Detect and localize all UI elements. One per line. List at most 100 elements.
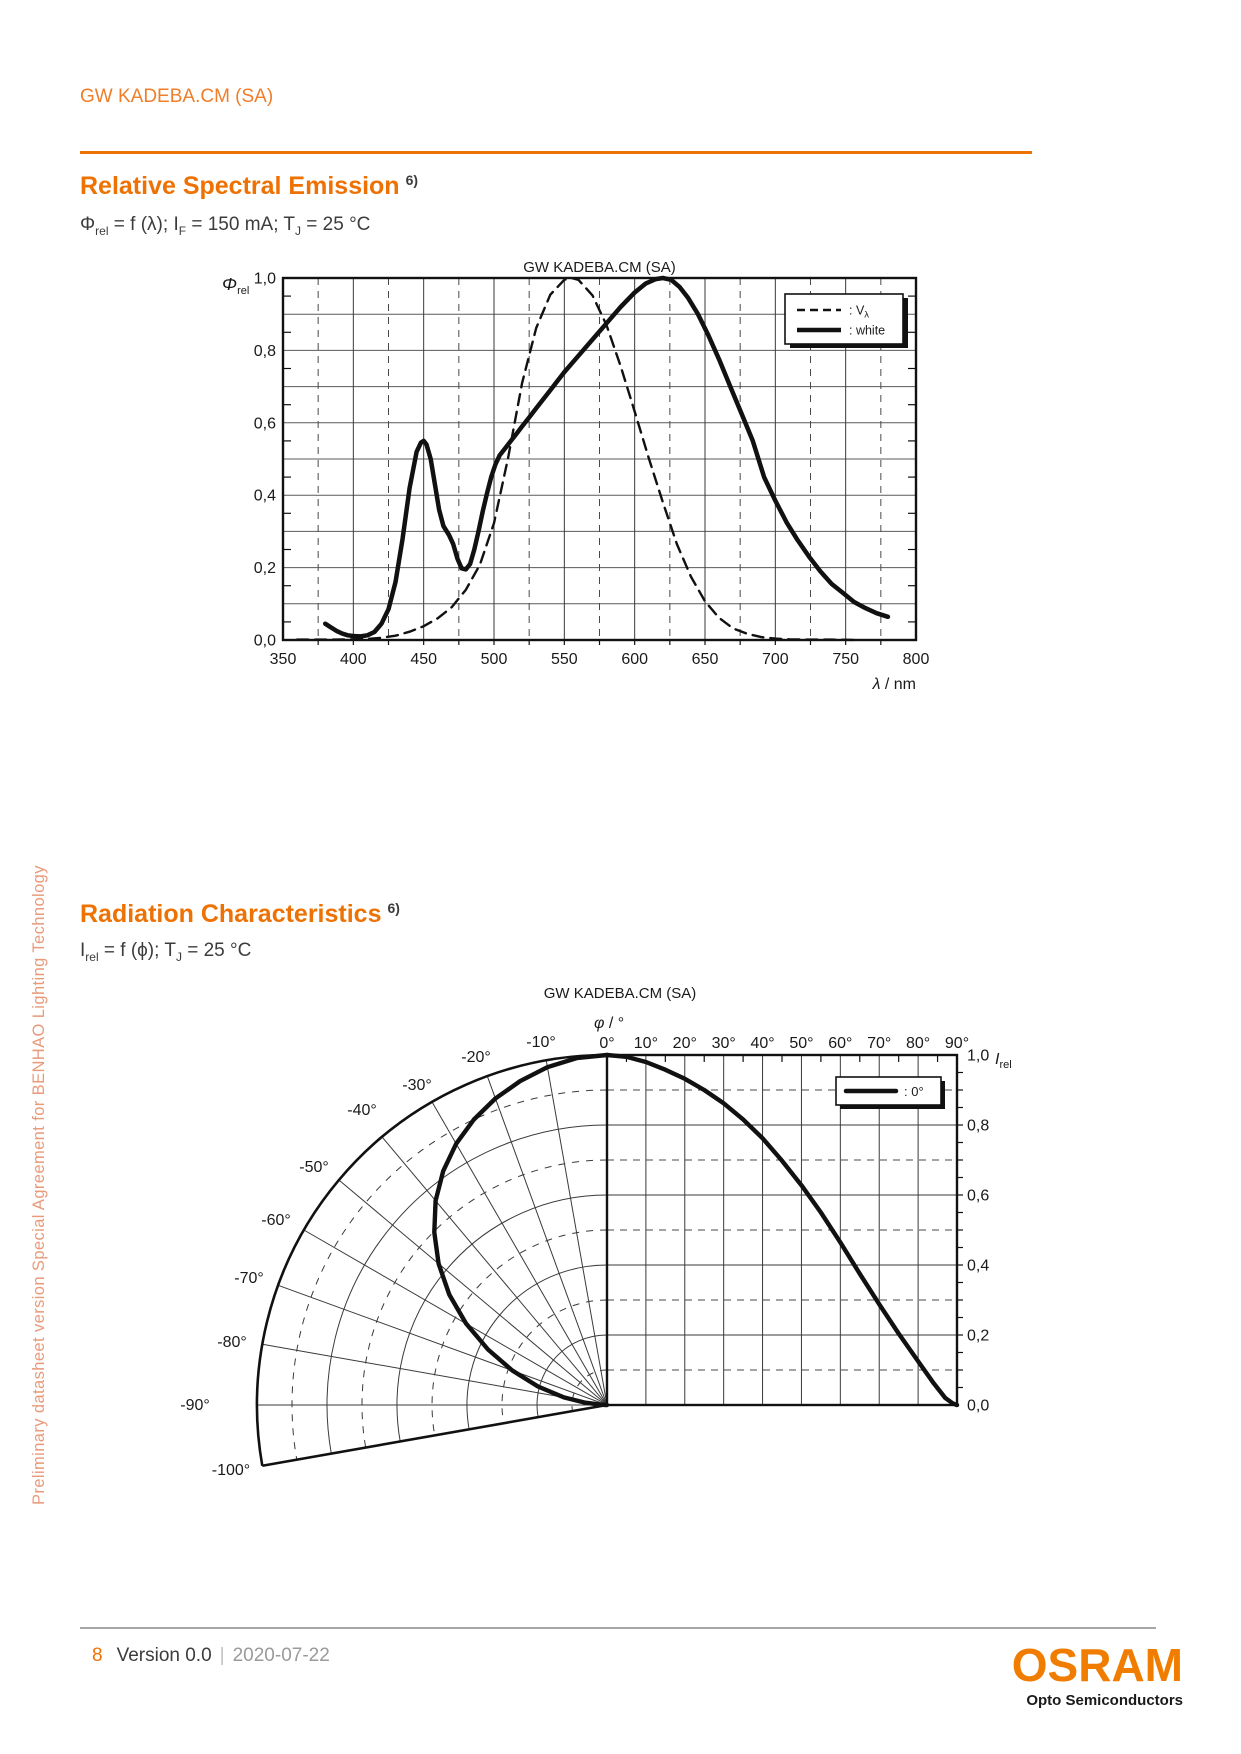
page-number: 8 — [92, 1645, 103, 1666]
formula-sub: J — [175, 949, 182, 964]
y-tick-label: 0,6 — [254, 415, 276, 432]
y-tick-label: 0,4 — [254, 488, 276, 505]
radial-axis-label: Irel — [995, 1051, 1012, 1071]
footer-divider — [80, 1627, 1156, 1629]
polar-arc — [255, 1053, 608, 1467]
formula-text: = 25 °C — [181, 940, 252, 961]
section-title-radiation-characteristics: Radiation Characteristics 6) — [80, 900, 400, 929]
legend-label: : white — [849, 324, 885, 338]
legend-label: : Vλ — [849, 304, 869, 321]
formula-symbol: I — [80, 940, 86, 961]
polar-angle-label: -20° — [461, 1049, 491, 1066]
polar-angle-label: -10° — [526, 1034, 556, 1051]
polar-angle-label: -90° — [180, 1397, 210, 1414]
polar-arc-minor — [501, 1299, 608, 1424]
polar-angle-label: -80° — [217, 1334, 247, 1351]
r-tick-label: 1,0 — [967, 1048, 989, 1065]
polar-angle-label: -100° — [212, 1462, 250, 1479]
top-angle-label: 90° — [945, 1035, 969, 1052]
polar-angle-label: -40° — [347, 1102, 377, 1119]
polar-spoke — [338, 1179, 608, 1406]
spectral-emission-chart: GW KADEBA.CM (SA) Φrel 0,0 0,2 0,4 0,6 0,8 1,0 3… — [200, 252, 1000, 707]
polar-arc-minor — [431, 1229, 608, 1436]
r-tick-label: 0,0 — [967, 1398, 989, 1415]
r-tick-label: 0,6 — [967, 1188, 989, 1205]
legend-box — [784, 293, 904, 345]
formula-text: = f (ϕ); T — [98, 940, 176, 961]
osram-logo: OSRAM — [1011, 1639, 1183, 1691]
x-tick-label: 550 — [551, 651, 578, 668]
section-title-spectral-emission: Relative Spectral Emission 6) — [80, 172, 418, 201]
top-angle-label: 60° — [828, 1035, 852, 1052]
polar-spoke — [277, 1284, 608, 1406]
radiation-curve-cartesian — [604, 1052, 960, 1408]
x-tick-label: 350 — [270, 651, 297, 668]
angle-axis-label: φ / ° — [594, 1015, 624, 1032]
section1-title-text: Relative Spectral Emission — [80, 172, 400, 200]
brand-block: OSRAM Opto Semiconductors — [1012, 1642, 1183, 1709]
r-tick-label: 0,8 — [967, 1118, 989, 1135]
polar-spoke — [303, 1229, 608, 1406]
section1-footnote: 6) — [405, 172, 419, 188]
polar-angle-label: -30° — [402, 1077, 432, 1094]
formula-text: = f (λ); I — [108, 214, 179, 235]
chart2-watermark: GW KADEBA.CM (SA) — [544, 985, 697, 1002]
r-tick-label: 0,2 — [967, 1328, 989, 1345]
formula-text: = 25 °C — [301, 214, 371, 235]
footer-date: 2020-07-22 — [232, 1645, 330, 1666]
section2-title-text: Radiation Characteristics — [80, 900, 382, 928]
formula-sub: rel — [95, 223, 109, 238]
r-tick-label: 0,4 — [967, 1258, 989, 1275]
polar-boundary-spoke — [262, 1403, 608, 1468]
radiation-lobe-polar — [432, 1052, 610, 1408]
radiation-characteristics-chart: GW KADEBA.CM (SA) φ / ° 0° 10° 20° 30° 40° 50° 6… — [150, 960, 1070, 1525]
top-angle-label: 80° — [906, 1035, 930, 1052]
section1-condition: Φrel = f (λ); IF = 150 mA; TJ = 25 °C — [80, 214, 370, 238]
x-tick-label: 450 — [410, 651, 437, 668]
formula-sub: J — [295, 223, 302, 238]
footer: 8 Version 0.0 | 2020-07-22 — [92, 1645, 330, 1667]
sidebar-watermark-note: Preliminary datasheet version Special Ag… — [30, 865, 48, 1505]
document-header-product-name: GW KADEBA.CM (SA) — [80, 86, 274, 107]
top-angle-label: 50° — [789, 1035, 813, 1052]
footer-separator: | — [219, 1645, 225, 1666]
polar-angle-label: -70° — [234, 1270, 264, 1287]
header-divider — [80, 151, 1032, 154]
polar-spoke — [262, 1343, 608, 1406]
top-angle-label: 10° — [634, 1035, 658, 1052]
y-tick-label: 0,0 — [254, 633, 276, 650]
y-tick-label: 0,8 — [254, 343, 276, 360]
y-axis-label: Φrel — [222, 274, 249, 297]
top-angle-label: 30° — [712, 1035, 736, 1052]
section2-condition: Irel = f (ϕ); TJ = 25 °C — [80, 940, 251, 964]
polar-angle-label: -50° — [299, 1159, 329, 1176]
section2-footnote: 6) — [387, 900, 400, 916]
top-angle-label: 20° — [673, 1035, 697, 1052]
x-tick-label: 600 — [621, 651, 648, 668]
chart1-watermark: GW KADEBA.CM (SA) — [523, 259, 676, 276]
x-axis-label: λ / nm — [872, 676, 916, 693]
footer-version: Version 0.0 — [116, 1645, 212, 1666]
x-tick-label: 700 — [762, 651, 789, 668]
legend-label: : 0° — [904, 1084, 924, 1099]
white-led-curve — [322, 275, 891, 639]
top-angle-label: 40° — [750, 1035, 774, 1052]
x-tick-label: 800 — [903, 651, 930, 668]
x-tick-label: 500 — [481, 651, 508, 668]
polar-angle-label: -60° — [261, 1212, 291, 1229]
polar-arc-minor — [291, 1089, 608, 1460]
y-tick-label: 1,0 — [254, 271, 276, 288]
legend-box — [835, 1076, 942, 1106]
formula-sub: rel — [85, 949, 99, 964]
formula-symbol: Φ — [80, 214, 96, 235]
formula-sub: F — [178, 223, 187, 238]
polar-spoke — [381, 1136, 608, 1406]
formula-text: = 150 mA; T — [186, 214, 296, 235]
x-tick-label: 400 — [340, 651, 367, 668]
x-tick-label: 750 — [832, 651, 859, 668]
top-angle-label: 0° — [599, 1035, 614, 1052]
x-tick-label: 650 — [692, 651, 719, 668]
top-angle-label: 70° — [867, 1035, 891, 1052]
polar-spoke — [545, 1060, 608, 1406]
